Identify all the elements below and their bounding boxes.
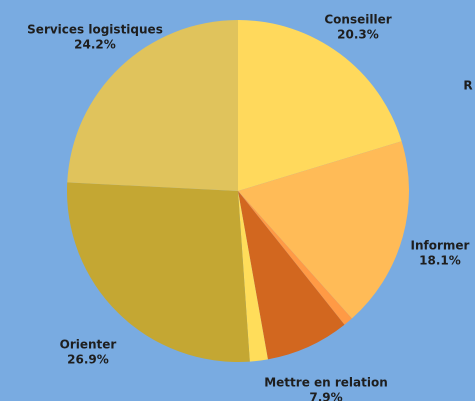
slice-label: Informer <box>411 239 470 253</box>
slice-value-label: 7.9% <box>309 391 342 401</box>
slice-value-label: 26.9% <box>67 353 109 367</box>
slice-label: Services logistiques <box>27 23 163 37</box>
pie-slice <box>238 141 409 319</box>
slice-label: Conseiller <box>324 13 391 27</box>
annotation: R <box>463 79 472 93</box>
pie-slice <box>66 182 250 363</box>
slice-value-label: 24.2% <box>74 38 116 52</box>
pie-slice <box>67 20 239 191</box>
slice-label: Orienter <box>60 338 117 352</box>
slice-value-label: 18.1% <box>419 254 461 268</box>
slice-value-label: 20.3% <box>337 28 379 42</box>
slice-label: Mettre en relation <box>264 376 388 390</box>
pie-slice <box>238 191 345 360</box>
pie-slice <box>238 20 402 191</box>
pie-slice <box>238 191 352 325</box>
pie-slice <box>238 191 268 362</box>
